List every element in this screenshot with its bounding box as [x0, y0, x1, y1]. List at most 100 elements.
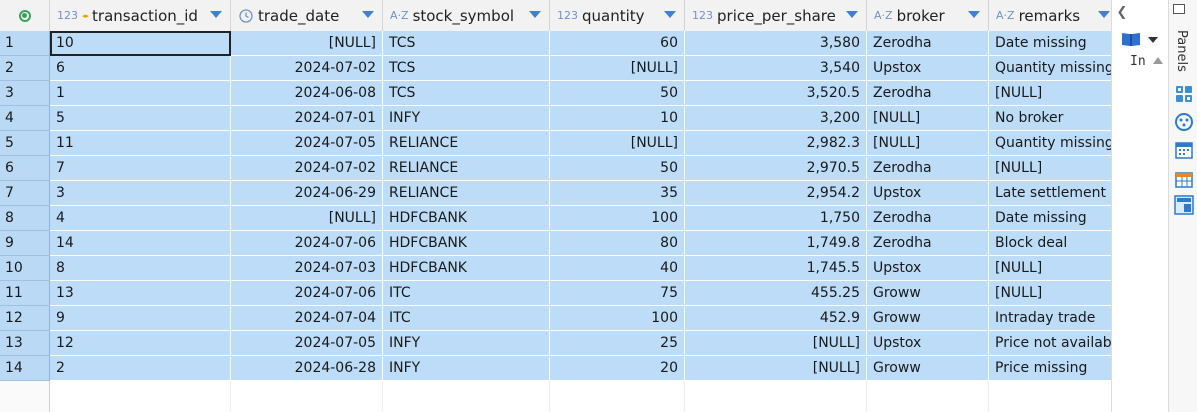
cell-transaction-id[interactable]: 9 — [50, 306, 231, 331]
column-header-transaction-id[interactable]: 123 ◂▸ transaction_id — [50, 0, 231, 31]
table-row[interactable]: 9 14 2024-07-06 HDFCBANK 80 1,749.8 Zerodha Blo… — [0, 231, 1111, 256]
cell-quantity[interactable]: 35 — [550, 181, 685, 206]
cell-quantity[interactable]: 50 — [550, 156, 685, 181]
row-number[interactable]: 2 — [0, 56, 50, 81]
table-row[interactable]: 11 13 2024-07-06 ITC 75 455.25 Groww [NULL] — [0, 281, 1111, 306]
cell-broker[interactable]: Groww — [867, 306, 989, 331]
cell-transaction-id[interactable]: 7 — [50, 156, 231, 181]
column-filter-dropdown-icon[interactable] — [1098, 11, 1110, 18]
table-row[interactable]: 8 4 [NULL] HDFCBANK 100 1,750 Zerodha Date miss… — [0, 206, 1111, 231]
cell-trade-date[interactable]: 2024-07-06 — [231, 281, 383, 306]
cell-price-per-share[interactable]: 2,982.3 — [685, 131, 867, 156]
cell-quantity[interactable]: [NULL] — [550, 131, 685, 156]
column-filter-dropdown-icon[interactable] — [210, 11, 222, 18]
row-number[interactable]: 10 — [0, 256, 50, 281]
table-row[interactable]: 7 3 2024-06-29 RELIANCE 35 2,954.2 Upstox Late … — [0, 181, 1111, 206]
calendar-icon[interactable] — [1174, 140, 1194, 160]
row-number[interactable]: 8 — [0, 206, 50, 231]
cell-quantity[interactable]: 100 — [550, 306, 685, 331]
table-row[interactable]: 13 12 2024-07-05 INFY 25 [NULL] Upstox Price no… — [0, 331, 1111, 356]
table-row[interactable]: 12 9 2024-07-04 ITC 100 452.9 Groww Intraday tr… — [0, 306, 1111, 331]
cell-quantity[interactable]: 25 — [550, 331, 685, 356]
cell-stock-symbol[interactable]: INFY — [383, 331, 550, 356]
row-number[interactable]: 14 — [0, 356, 50, 381]
table-row[interactable]: 14 2 2024-06-28 INFY 20 [NULL] Groww Price miss… — [0, 356, 1111, 381]
cell-broker[interactable]: Zerodha — [867, 206, 989, 231]
cell-transaction-id[interactable]: 10 — [50, 31, 231, 56]
cell-quantity[interactable]: [NULL] — [550, 56, 685, 81]
collapse-left-icon[interactable]: ❮ — [1116, 5, 1128, 20]
select-all-corner[interactable] — [0, 0, 50, 31]
cell-remarks[interactable]: Date missing — [989, 31, 1111, 56]
cell-remarks[interactable]: Quantity missing — [989, 56, 1111, 81]
row-number[interactable]: 4 — [0, 106, 50, 131]
cell-trade-date[interactable]: [NULL] — [231, 31, 383, 56]
cell-broker[interactable]: Groww — [867, 356, 989, 381]
cell-stock-symbol[interactable]: INFY — [383, 356, 550, 381]
cell-trade-date[interactable]: 2024-07-01 — [231, 106, 383, 131]
cell-trade-date[interactable]: [NULL] — [231, 206, 383, 231]
cell-broker[interactable]: Zerodha — [867, 156, 989, 181]
row-number[interactable]: 12 — [0, 306, 50, 331]
cell-stock-symbol[interactable]: RELIANCE — [383, 181, 550, 206]
cell-price-per-share[interactable]: 1,750 — [685, 206, 867, 231]
cell-stock-symbol[interactable]: INFY — [383, 106, 550, 131]
table-row[interactable]: 5 11 2024-07-05 RELIANCE [NULL] 2,982.3 [NULL]… — [0, 131, 1111, 156]
cell-transaction-id[interactable]: 12 — [50, 331, 231, 356]
column-header-trade-date[interactable]: trade_date — [231, 0, 383, 31]
cell-price-per-share[interactable]: 3,200 — [685, 106, 867, 131]
row-number[interactable]: 3 — [0, 81, 50, 106]
cell-remarks[interactable]: [NULL] — [989, 81, 1111, 106]
table-row[interactable]: 6 7 2024-07-02 RELIANCE 50 2,970.5 Zerodha [NUL… — [0, 156, 1111, 181]
minimize-icon[interactable] — [1173, 4, 1185, 14]
cell-remarks[interactable]: Quantity missing — [989, 131, 1111, 156]
row-number[interactable]: 11 — [0, 281, 50, 306]
cell-trade-date[interactable]: 2024-07-03 — [231, 256, 383, 281]
cell-stock-symbol[interactable]: ITC — [383, 281, 550, 306]
cell-price-per-share[interactable]: 3,520.5 — [685, 81, 867, 106]
row-number[interactable]: 7 — [0, 181, 50, 206]
table-icon[interactable] — [1174, 169, 1194, 189]
book-icon[interactable] — [1121, 31, 1141, 47]
cell-remarks[interactable]: [NULL] — [989, 256, 1111, 281]
cell-remarks[interactable]: Late settlement — [989, 181, 1111, 206]
cell-trade-date[interactable]: 2024-06-28 — [231, 356, 383, 381]
cell-quantity[interactable]: 40 — [550, 256, 685, 281]
cell-broker[interactable]: [NULL] — [867, 106, 989, 131]
cell-transaction-id[interactable]: 8 — [50, 256, 231, 281]
cell-transaction-id[interactable]: 4 — [50, 206, 231, 231]
cell-trade-date[interactable]: 2024-06-08 — [231, 81, 383, 106]
cell-trade-date[interactable]: 2024-07-05 — [231, 131, 383, 156]
cell-price-per-share[interactable]: [NULL] — [685, 331, 867, 356]
cell-price-per-share[interactable]: 1,749.8 — [685, 231, 867, 256]
column-filter-dropdown-icon[interactable] — [968, 11, 980, 18]
cell-stock-symbol[interactable]: ITC — [383, 306, 550, 331]
cell-transaction-id[interactable]: 14 — [50, 231, 231, 256]
cell-price-per-share[interactable]: 3,580 — [685, 31, 867, 56]
cell-broker[interactable]: Upstox — [867, 56, 989, 81]
cell-transaction-id[interactable]: 1 — [50, 81, 231, 106]
cell-remarks[interactable]: Price not available — [989, 331, 1111, 356]
table-row[interactable]: 3 1 2024-06-08 TCS 50 3,520.5 Zerodha [NULL] — [0, 81, 1111, 106]
column-header-broker[interactable]: A·Z broker — [867, 0, 989, 31]
cell-broker[interactable]: Zerodha — [867, 231, 989, 256]
cell-stock-symbol[interactable]: TCS — [383, 81, 550, 106]
results-grid[interactable]: 123 ◂▸ transaction_id trade_date A·Z stock_sy… — [0, 0, 1111, 412]
cell-stock-symbol[interactable]: HDFCBANK — [383, 206, 550, 231]
cell-price-per-share[interactable]: 452.9 — [685, 306, 867, 331]
cell-broker[interactable]: Zerodha — [867, 31, 989, 56]
cell-price-per-share[interactable]: 2,954.2 — [685, 181, 867, 206]
cell-price-per-share[interactable]: 3,540 — [685, 56, 867, 81]
panels-tab-label[interactable]: Panels — [1174, 30, 1189, 72]
cell-trade-date[interactable]: 2024-06-29 — [231, 181, 383, 206]
cell-transaction-id[interactable]: 3 — [50, 181, 231, 206]
cell-stock-symbol[interactable]: HDFCBANK — [383, 231, 550, 256]
table-row[interactable]: 1 10 [NULL] TCS 60 3,580 Zerodha Date missing — [0, 31, 1111, 56]
row-number[interactable]: 1 — [0, 31, 50, 56]
column-filter-dropdown-icon[interactable] — [664, 11, 676, 18]
cell-transaction-id[interactable]: 5 — [50, 106, 231, 131]
cell-quantity[interactable]: 10 — [550, 106, 685, 131]
cell-stock-symbol[interactable]: TCS — [383, 31, 550, 56]
cell-quantity[interactable]: 75 — [550, 281, 685, 306]
cell-trade-date[interactable]: 2024-07-02 — [231, 56, 383, 81]
